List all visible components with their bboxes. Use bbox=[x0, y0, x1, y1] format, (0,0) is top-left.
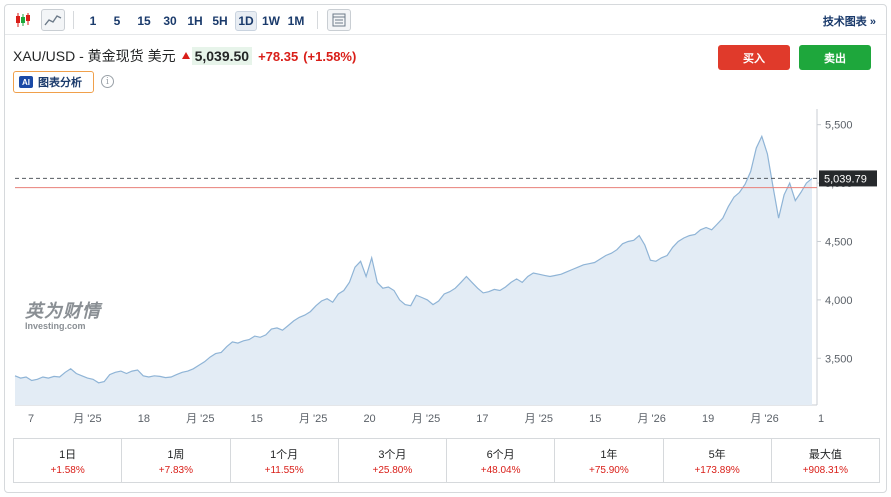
x-tick-label: 月 '26 bbox=[750, 413, 778, 425]
sell-button[interactable]: 卖出 bbox=[799, 45, 871, 70]
interval-15-button[interactable]: 15 bbox=[137, 14, 151, 28]
info-icon[interactable]: i bbox=[101, 75, 114, 88]
buy-button[interactable]: 买入 bbox=[718, 45, 790, 70]
x-tick-label: 18 bbox=[138, 413, 150, 425]
perf-cell[interactable]: 1年 +75.90% bbox=[555, 439, 664, 482]
current-price-label: 5,039.79 bbox=[824, 173, 867, 185]
interval-1h-button[interactable]: 1H bbox=[187, 14, 203, 28]
x-tick-label: 月 '25 bbox=[299, 413, 327, 425]
perf-change-value: +11.55% bbox=[264, 464, 304, 476]
y-tick-label: 3,500 bbox=[825, 353, 853, 365]
price-line bbox=[14, 134, 813, 384]
ai-icon: AI bbox=[19, 76, 33, 88]
table-view-icon[interactable] bbox=[327, 9, 351, 31]
perf-period-label: 1日 bbox=[59, 448, 77, 461]
x-tick-label: 月 '25 bbox=[412, 413, 440, 425]
perf-change-value: +173.89% bbox=[694, 464, 740, 476]
watermark-logo: 英为财情 Investing.com bbox=[25, 297, 101, 331]
area-chart-icon[interactable] bbox=[41, 9, 65, 31]
watermark-en: Investing.com bbox=[25, 321, 86, 331]
perf-period-label: 1个月 bbox=[270, 448, 299, 461]
interval-5-button[interactable]: 5 bbox=[113, 14, 121, 28]
x-tick-label: 15 bbox=[251, 413, 263, 425]
x-tick-label: 17 bbox=[476, 413, 488, 425]
perf-change-value: +7.83% bbox=[158, 464, 193, 476]
interval-30-button[interactable]: 30 bbox=[163, 14, 177, 28]
perf-period-label: 5年 bbox=[708, 448, 726, 461]
perf-change-value: +1.58% bbox=[50, 464, 85, 476]
perf-cell[interactable]: 5年 +173.89% bbox=[664, 439, 772, 482]
perf-period-label: 3个月 bbox=[378, 448, 407, 461]
ai-chart-analysis-label: 图表分析 bbox=[38, 77, 82, 89]
y-tick-label: 5,500 bbox=[825, 120, 853, 132]
toolbar-divider bbox=[73, 11, 74, 29]
chart-toolbar: 1 5 15 30 1H 5H 1D 1W 1M 技术图表 » bbox=[5, 5, 886, 35]
perf-cell[interactable]: 1周 +7.83% bbox=[122, 439, 231, 482]
instrument-name: XAU/USD - 黄金现货 美元 bbox=[13, 48, 176, 64]
candlestick-chart-icon[interactable] bbox=[11, 9, 35, 31]
perf-cell[interactable]: 3个月 +25.80% bbox=[339, 439, 447, 482]
perf-cell[interactable]: 1个月 +11.55% bbox=[231, 439, 339, 482]
perf-period-label: 1周 bbox=[167, 448, 185, 461]
x-tick-label: 月 '25 bbox=[525, 413, 553, 425]
current-price-tag bbox=[819, 170, 877, 187]
x-tick-label: 月 '26 bbox=[638, 413, 666, 425]
perf-change-value: +48.04% bbox=[480, 464, 521, 476]
chart-widget: 1 5 15 30 1H 5H 1D 1W 1M 技术图表 » XAU/USD … bbox=[4, 4, 887, 493]
interval-1w-button[interactable]: 1W bbox=[262, 14, 280, 28]
toolbar-divider bbox=[317, 11, 318, 29]
perf-period-label: 1年 bbox=[600, 448, 618, 461]
x-tick-label: 20 bbox=[363, 413, 375, 425]
interval-5h-button[interactable]: 5H bbox=[212, 14, 228, 28]
x-tick-label: 15 bbox=[589, 413, 601, 425]
interval-1-button[interactable]: 1 bbox=[89, 14, 97, 28]
price-up-icon bbox=[181, 51, 190, 59]
price-area-fill bbox=[15, 136, 812, 405]
perf-period-label: 6个月 bbox=[486, 448, 515, 461]
y-tick-label: 4,000 bbox=[825, 295, 853, 307]
price-change-percent: (+1.58%) bbox=[303, 48, 357, 64]
perf-period-label: 最大值 bbox=[808, 448, 842, 461]
instrument-header: XAU/USD - 黄金现货 美元 5,039.50 +78.35 (+1.58… bbox=[13, 45, 356, 67]
y-tick-label: 4,500 bbox=[825, 236, 853, 248]
perf-change-value: +75.90% bbox=[588, 464, 629, 476]
perf-change-value: +25.80% bbox=[372, 464, 413, 476]
last-price: 5,039.50 bbox=[191, 47, 253, 65]
perf-cell[interactable]: 1日 +1.58% bbox=[14, 439, 123, 482]
perf-cell[interactable]: 6个月 +48.04% bbox=[447, 439, 556, 482]
watermark-cn: 英为财情 bbox=[25, 301, 101, 321]
x-tick-label: 月 '25 bbox=[73, 413, 101, 425]
ai-chart-analysis-button[interactable]: AI 图表分析 bbox=[13, 71, 94, 93]
price-change: +78.35 bbox=[258, 48, 299, 64]
interval-1d-button[interactable]: 1D bbox=[235, 11, 257, 31]
technical-chart-link[interactable]: 技术图表 » bbox=[822, 16, 876, 28]
perf-cell[interactable]: 最大值 +908.31% bbox=[772, 439, 879, 482]
performance-table: 1日 +1.58% 1周 +7.83% 1个月 +11.55% 3个月 +25.… bbox=[13, 438, 880, 483]
x-tick-label: 月 '25 bbox=[186, 413, 214, 425]
x-tick-label: 7 bbox=[28, 413, 34, 425]
perf-change-value: +908.31% bbox=[802, 464, 849, 476]
interval-1m-button[interactable]: 1M bbox=[287, 14, 305, 28]
x-tick-label: 1 bbox=[818, 413, 824, 425]
x-tick-label: 19 bbox=[702, 413, 714, 425]
